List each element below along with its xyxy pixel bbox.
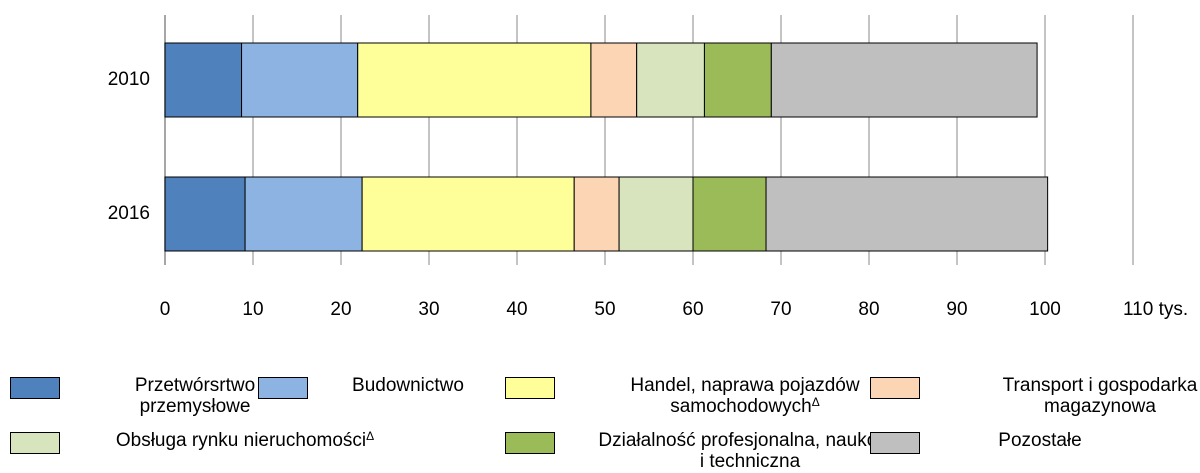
legend-item: Przetwórsrtwo przemysłowe [10,375,280,417]
x-tick-label: 80 [858,299,879,320]
bar-segment [164,176,246,252]
chart: 0 10 20 30 40 50 60 70 80 90 100 110 tys. 2010 2016 [108,15,1188,320]
legend-item: Obsługa rynku nieruchomościΔ [10,430,380,454]
legend-swatch [258,377,308,399]
legend-label: Działalność profesjonalna, naukowa i tec… [598,430,902,472]
superscript: Δ [366,429,375,443]
legend-swatch [505,432,555,454]
bar-segment [692,176,767,252]
legend-swatch [10,377,60,399]
legend-item: Działalność profesjonalna, naukowa i tec… [505,430,905,472]
legend-swatch [870,432,920,454]
bar-segment [241,42,359,118]
y-tick-label: 2016 [108,203,150,224]
bar-segment [636,42,705,118]
bar-segment [618,176,694,252]
legend-label: Pozostałe [998,430,1082,451]
superscript: Δ [811,395,820,409]
x-tick-label: 100 [1029,299,1061,320]
legend-label: Obsługa rynku nieruchomościΔ [115,429,375,451]
x-tick-label: 60 [682,299,703,320]
x-tick-label: 30 [418,299,439,320]
x-tick-label: 10 [242,299,263,320]
x-tick-label: 0 [160,299,171,320]
x-tick-label: 50 [594,299,615,320]
legend-label: Przetwórsrtwo przemysłowe [134,375,256,417]
bar-segment [703,42,772,118]
legend-swatch [870,377,920,399]
x-tick-label: 40 [506,299,527,320]
legend-label: Transport i gospodarka magazynowa [1002,375,1198,417]
x-tick-label: 20 [330,299,351,320]
bar-segment [770,42,1038,118]
legend-label: Handel, naprawa pojazdów samochodowychΔ [630,375,860,417]
bar-segment [164,42,243,118]
legend-swatch [10,432,60,454]
bar-segment [573,176,620,252]
bar-segment [765,176,1049,252]
x-tick-label: 90 [946,299,967,320]
bar-segment [590,42,638,118]
legend-item: Pozostałe [870,430,1120,454]
bar-segment [357,42,592,118]
y-tick-label: 2010 [108,69,150,90]
x-tick-label: 70 [770,299,791,320]
bar-segment [244,176,363,252]
legend-item: Handel, naprawa pojazdów samochodowychΔ [505,375,895,417]
legend-item: Budownictwo [258,375,478,399]
x-tick-label: 110 tys. [1123,299,1188,320]
bar-segment [361,176,575,252]
legend-label: Budownictwo [352,375,464,396]
legend-swatch [505,377,555,399]
legend-item: Transport i gospodarka magazynowa [870,375,1200,417]
